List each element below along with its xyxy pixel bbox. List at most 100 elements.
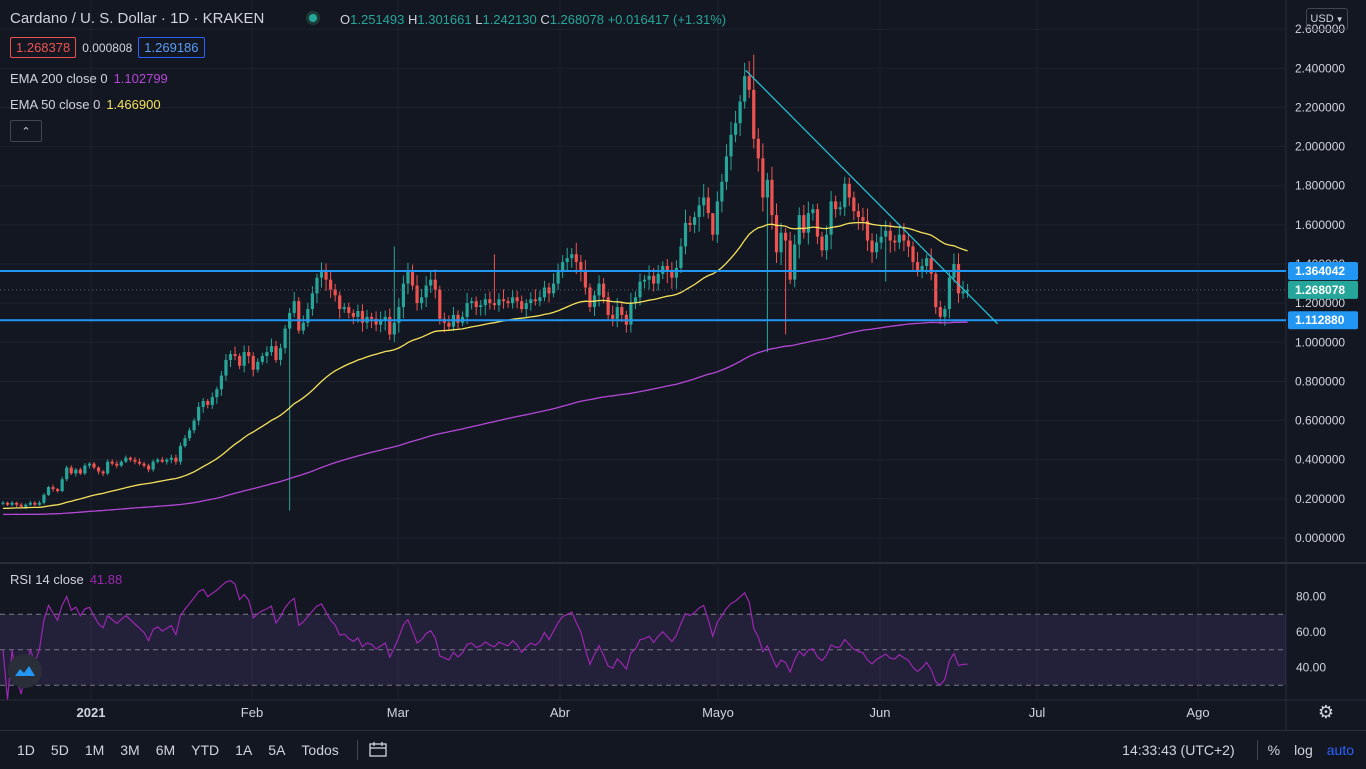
y-tick-label: 1.200000 — [1295, 296, 1345, 310]
candle-body — [524, 303, 528, 310]
timeframe-5a[interactable]: 5A — [268, 742, 286, 758]
chart-canvas[interactable]: 2.6000002.4000002.2000002.0000001.800000… — [0, 0, 1366, 730]
candle-body — [228, 354, 233, 360]
candle-body — [752, 89, 756, 139]
candle-body — [251, 355, 255, 370]
trendline — [745, 69, 999, 325]
gear-icon[interactable]: ⚙ — [1317, 702, 1335, 722]
sell-button[interactable]: 1.268378 — [10, 37, 77, 58]
log-scale-toggle[interactable]: log — [1294, 742, 1313, 758]
candle-body — [292, 301, 296, 313]
candle-body — [629, 303, 633, 325]
y-tick-label: 0.600000 — [1295, 414, 1345, 428]
candle-body — [401, 283, 405, 308]
exchange-label: KRAKEN — [202, 10, 265, 27]
calendar-range-icon[interactable] — [368, 741, 390, 759]
candle-body — [693, 217, 697, 225]
candle-body — [492, 303, 496, 306]
candle-body — [779, 232, 783, 253]
candle-body — [465, 303, 469, 317]
candle-body — [556, 271, 560, 284]
timeframe-1m[interactable]: 1M — [84, 742, 105, 758]
ema200-label: EMA 200 close 0 — [10, 71, 108, 86]
candle-body — [706, 197, 710, 214]
candle-body — [702, 197, 706, 206]
y-tick-label: 0.400000 — [1295, 453, 1345, 467]
candle-body — [438, 289, 442, 319]
candle-body — [611, 314, 615, 319]
symbol-header[interactable]: Cardano / U. S. Dollar · 1D · KRAKEN — [10, 10, 264, 27]
ema50-legend[interactable]: EMA 50 close 0 1.466900 — [10, 97, 161, 112]
symbol-name: Cardano / U. S. Dollar — [10, 10, 157, 27]
currency-select[interactable]: USD ▼ — [1306, 8, 1348, 30]
candle-body — [738, 101, 742, 124]
candle-body — [265, 352, 269, 356]
candle-body — [893, 240, 897, 243]
candle-body — [106, 461, 110, 474]
close-label: C — [540, 12, 550, 27]
y-tick-label: 0.800000 — [1295, 374, 1345, 388]
timeframe-3m[interactable]: 3M — [120, 742, 140, 758]
spread-value: 0.000808 — [82, 40, 133, 55]
candle-body — [479, 305, 483, 308]
candle-body — [529, 299, 533, 304]
auto-scale-toggle[interactable]: auto — [1326, 742, 1354, 758]
timeframe-todos[interactable]: Todos — [301, 742, 339, 758]
clock-timezone[interactable]: 14:33:43 (UTC+2) — [1122, 742, 1235, 758]
candle-body — [383, 316, 387, 321]
candle-body — [329, 279, 333, 290]
candle-body — [124, 457, 128, 462]
candle-body — [470, 301, 474, 304]
candle-body — [333, 289, 337, 296]
rsi-label: RSI 14 close — [10, 572, 84, 587]
candle-body — [74, 469, 78, 474]
y-tick-label: 2.000000 — [1295, 140, 1345, 154]
candle-body — [774, 215, 779, 253]
candle-body — [579, 262, 583, 270]
candle-body — [19, 504, 23, 507]
y-tick-label: 1.000000 — [1295, 335, 1345, 349]
candle-body — [28, 502, 32, 505]
candle-body — [934, 273, 938, 308]
collapse-legend-button[interactable]: ⌃ — [10, 120, 42, 142]
timeframe-1d[interactable]: 1D — [17, 742, 35, 758]
timeframe-5d[interactable]: 5D — [50, 742, 69, 758]
candle-body — [224, 359, 228, 376]
change-value: +0.016417 (+1.31%) — [607, 12, 727, 27]
candle-body — [60, 479, 64, 492]
y-tick-label: 2.400000 — [1295, 61, 1345, 75]
tradingview-logo[interactable] — [8, 654, 42, 688]
candle-body — [679, 246, 683, 268]
candle-body — [310, 293, 314, 310]
candle-body — [347, 307, 351, 313]
timeframe-ytd[interactable]: YTD — [191, 742, 220, 758]
buy-button[interactable]: 1.269186 — [138, 37, 205, 58]
candle-body — [497, 299, 501, 306]
candle-body — [947, 277, 951, 310]
candle-body — [570, 254, 574, 259]
candle-body — [256, 361, 260, 370]
candle-body — [197, 406, 201, 421]
candle-body — [324, 269, 328, 280]
candle-body — [319, 269, 324, 278]
candle-body — [615, 307, 619, 319]
market-status-icon — [306, 11, 320, 25]
percent-scale-toggle[interactable]: % — [1267, 742, 1281, 758]
x-tick-label: Feb — [241, 705, 263, 720]
ema50-value: 1.466900 — [106, 97, 161, 112]
candle-body — [788, 240, 792, 280]
timeframe-list: 1D 5D 1M 3M 6M YTD 1A 5A Todos — [0, 742, 347, 758]
candle-body — [406, 271, 410, 284]
candle-body — [661, 265, 665, 274]
candle-body — [711, 213, 715, 235]
rsi-legend[interactable]: RSI 14 close 41.88 — [10, 572, 122, 587]
ema200-legend[interactable]: EMA 200 close 0 1.102799 — [10, 71, 168, 86]
candle-body — [583, 269, 587, 288]
divider — [356, 740, 358, 760]
candle-body — [829, 201, 833, 235]
timeframe-1a[interactable]: 1A — [235, 742, 253, 758]
ema200-value: 1.102799 — [113, 71, 168, 86]
timeframe-6m[interactable]: 6M — [155, 742, 176, 758]
candle-body — [838, 207, 842, 210]
candle-body — [83, 465, 87, 474]
